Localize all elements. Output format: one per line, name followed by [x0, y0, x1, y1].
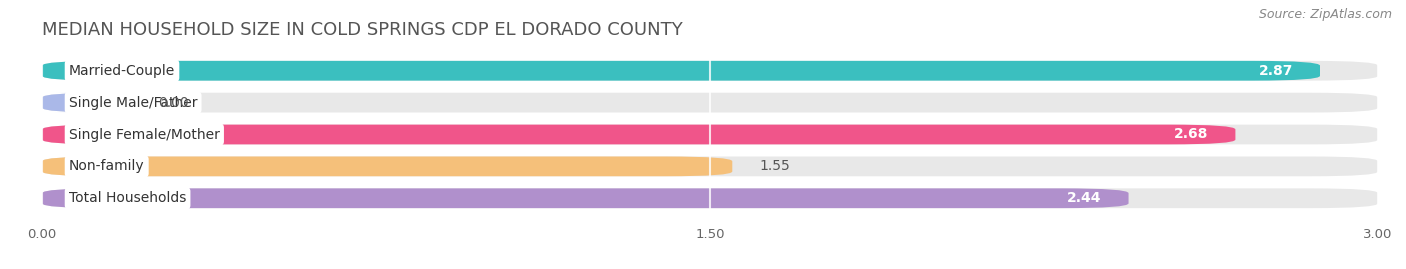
FancyBboxPatch shape [42, 61, 1320, 81]
FancyBboxPatch shape [42, 61, 1378, 81]
Text: Source: ZipAtlas.com: Source: ZipAtlas.com [1258, 8, 1392, 21]
Text: 2.68: 2.68 [1174, 128, 1209, 141]
FancyBboxPatch shape [42, 93, 1378, 112]
FancyBboxPatch shape [42, 93, 122, 112]
FancyBboxPatch shape [42, 125, 1378, 144]
FancyBboxPatch shape [42, 157, 1378, 176]
Text: 1.55: 1.55 [759, 159, 790, 174]
Text: 0.00: 0.00 [157, 95, 188, 110]
Text: Married-Couple: Married-Couple [69, 64, 176, 78]
Text: Single Male/Father: Single Male/Father [69, 95, 197, 110]
FancyBboxPatch shape [42, 188, 1129, 208]
FancyBboxPatch shape [42, 188, 1378, 208]
Text: Non-family: Non-family [69, 159, 145, 174]
Text: MEDIAN HOUSEHOLD SIZE IN COLD SPRINGS CDP EL DORADO COUNTY: MEDIAN HOUSEHOLD SIZE IN COLD SPRINGS CD… [42, 20, 683, 38]
Text: 2.87: 2.87 [1258, 64, 1294, 78]
FancyBboxPatch shape [42, 125, 1236, 144]
Text: Total Households: Total Households [69, 191, 186, 205]
FancyBboxPatch shape [42, 157, 733, 176]
Text: Single Female/Mother: Single Female/Mother [69, 128, 219, 141]
Text: 2.44: 2.44 [1067, 191, 1102, 205]
